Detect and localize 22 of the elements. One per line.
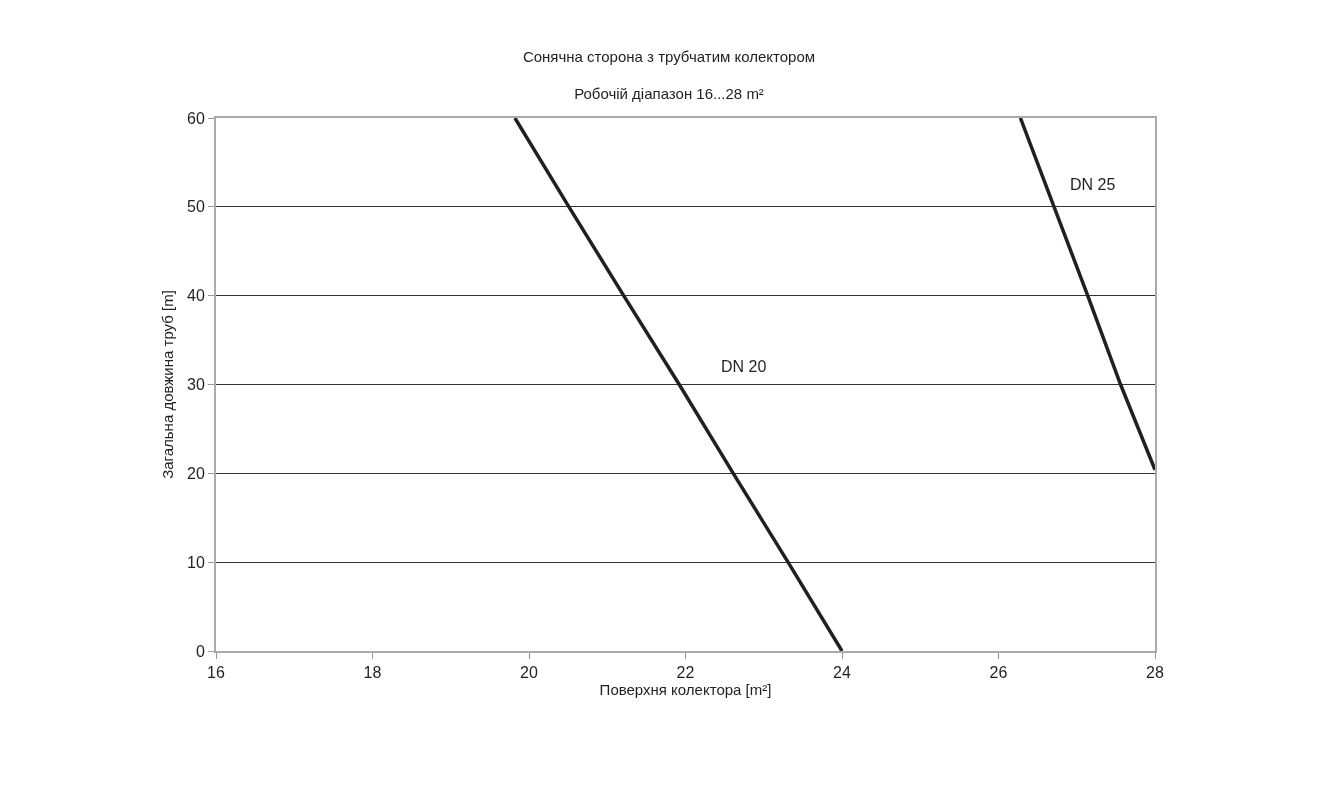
x-tick-label: 28 xyxy=(1146,664,1164,682)
x-tick-label: 24 xyxy=(833,664,851,682)
y-tick-label: 40 xyxy=(187,287,205,305)
y-tick-label: 50 xyxy=(187,198,205,216)
chart-title: Сонячна сторона з трубчатим колектором xyxy=(522,47,816,65)
y-axis-title: Загальна довжина труб [m] xyxy=(158,290,176,479)
series-label: DN 25 xyxy=(1070,176,1116,193)
x-tick-label: 22 xyxy=(676,664,695,682)
text: DN 20 xyxy=(721,358,767,375)
x-tick-label: 16 xyxy=(207,664,225,682)
y-tick-label: 20 xyxy=(187,464,205,482)
line-series xyxy=(513,118,844,651)
y-tick-label: 30 xyxy=(187,376,205,394)
y-tick-label: 10 xyxy=(187,553,205,571)
chart-subtitle: Робочій діапазон 16...28 m² xyxy=(574,85,764,103)
x-tick-label: 20 xyxy=(520,664,538,682)
x-tick-label: 26 xyxy=(989,664,1008,682)
y-tick-label: 60 xyxy=(187,109,205,127)
y-tick-label: 0 xyxy=(195,642,205,660)
line-series xyxy=(1018,118,1155,472)
x-axis-title: Поверхня колектора [m²] xyxy=(599,681,772,699)
x-tick-label: 18 xyxy=(363,664,382,682)
